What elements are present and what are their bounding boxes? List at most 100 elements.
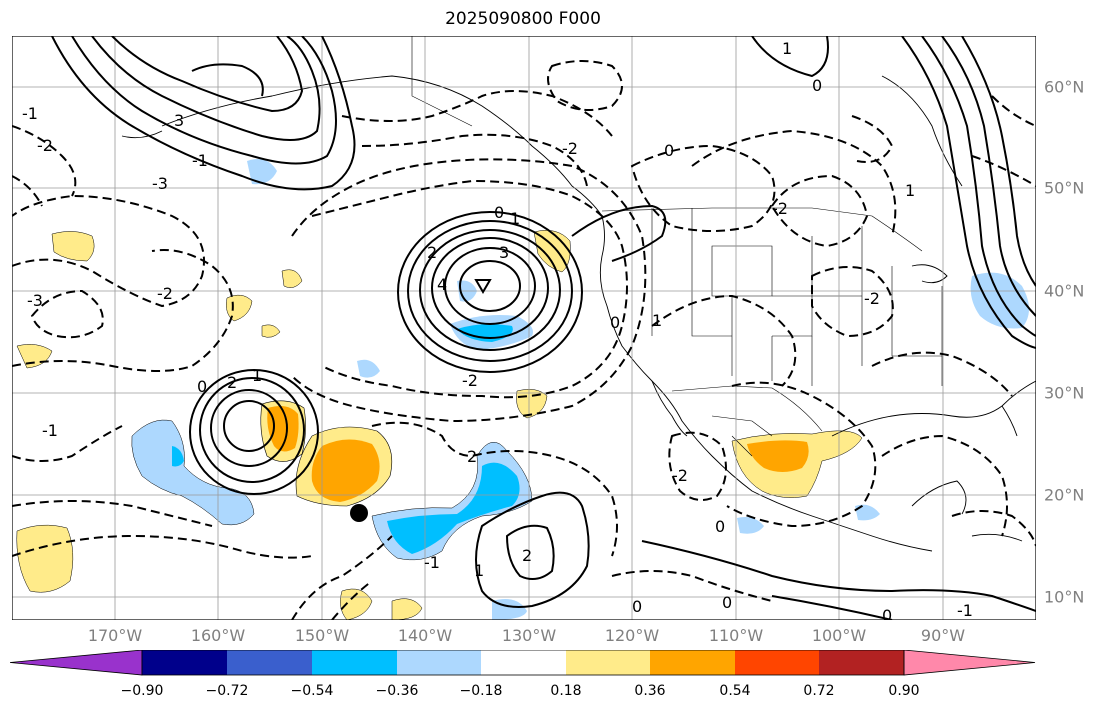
contour-label: -2 [772,199,788,218]
baja-california [651,380,688,437]
cold-anomaly-region [855,504,880,521]
tropical-contour [191,63,264,97]
contour-label: 2 [467,447,477,466]
warm-anomaly-region [16,524,74,593]
positive-contours [51,36,1036,620]
dashed-contour [291,535,393,620]
contour-label: 0 [494,203,504,222]
north-america-west-coast [599,215,933,552]
warm-anomaly-region [261,324,281,338]
trough-contour [901,36,1036,349]
contour-label: -1 [22,104,38,123]
high-contour [431,237,549,339]
strong-cold-anomaly-region [172,446,184,467]
high-contour [223,400,275,452]
ridge-contour [91,36,321,141]
colorbar-segment [227,650,312,675]
contour-label: -2 [157,284,173,303]
contour-label: -1 [42,421,58,440]
contour-label: 0 [812,76,822,95]
high-contour [189,369,319,495]
dashed-contour [30,289,104,339]
warm-anomaly-region [51,231,95,262]
low-center-marker [474,279,492,294]
high-contour [444,247,536,325]
colorbar-tick: −0.90 [120,683,164,699]
florida [1001,405,1018,437]
contour-label: 0 [197,377,207,396]
contour-label: 0 [610,313,620,332]
dashed-contour [12,175,43,207]
mexico-state-border [731,435,753,457]
tropical-contour [771,595,893,620]
tropical-contour [505,524,555,581]
state-border [811,236,862,297]
contour-label: 0 [882,606,892,620]
gulf-of-mexico-coast [831,380,1036,437]
colorbar-segment [312,650,397,675]
trough-contour [921,36,1036,337]
tropical-contour [751,36,829,78]
state-border [691,208,732,337]
dashed-contour [12,500,213,527]
latitude-label: 40°N [1044,281,1085,301]
dashed-contour [12,194,205,308]
colorbar-tick: 0.54 [719,683,751,699]
dashed-contour [811,266,894,338]
ridge-contour [51,36,356,191]
colorbar-segment [566,650,650,675]
colorbar-segment [819,650,904,675]
dashed-contour [12,425,123,462]
longitude-label: 120°W [604,626,660,645]
high-contour [210,389,288,467]
contour-label: -2 [462,371,478,390]
contour-label: -2 [562,139,578,158]
contour-label: 1 [252,366,262,385]
longitude-label: 150°W [294,626,350,645]
dashed-contour [770,174,869,248]
dashed-contour [371,421,618,557]
dashed-contour [331,580,373,620]
contour-label: -1 [192,151,208,170]
dashed-contour [361,133,588,187]
ridge-contour [111,36,304,113]
cold-anomaly-region [131,419,255,526]
dashed-contour [726,381,877,528]
us-mexico-border [671,385,823,432]
colorbar-segment [735,650,819,675]
dashed-contour [12,249,234,372]
weather-map: 0 1 2 3 4 -1 -2 -3 0 1 2 3 -2 -1 0 1 2 -… [12,36,1036,620]
us-canada-border [601,207,923,252]
tropical-contour [641,540,1036,612]
high-contour [419,229,561,351]
longitude-label: 140°W [397,626,453,645]
warm-anomaly-region [226,294,253,322]
longitude-label: 130°W [501,626,557,645]
dashed-contour [311,179,628,399]
colorbar-tick: 0.36 [634,683,666,699]
contour-label: 1 [782,39,792,58]
contour-label: 2 [227,373,237,392]
ridge-contour [71,36,337,165]
contour-label: 3 [174,111,184,130]
colorbar-tick: −0.36 [375,683,419,699]
dashed-contour [851,115,894,163]
dashed-contour [971,155,1036,187]
contour-label: 0 [722,593,732,612]
colorbar-tick: 0.90 [888,683,920,699]
dashed-contour [630,144,776,232]
longitude-label: 160°W [190,626,246,645]
tropical-contour [475,491,590,608]
contour-label: -3 [152,174,168,193]
high-contour [407,220,573,362]
contour-label: 0 [715,517,725,536]
tropical-contour [571,204,667,262]
colorbar-extend-max [903,650,1036,676]
map-title: 2025090800 F000 [445,9,601,29]
colorbar-extend-min [10,650,143,676]
alaska-canada-border [411,36,473,127]
mexico-state-border [711,415,773,437]
cold-anomaly-region [247,158,277,185]
contour-label: -1 [957,601,973,620]
contour-label: 0 [664,141,674,160]
